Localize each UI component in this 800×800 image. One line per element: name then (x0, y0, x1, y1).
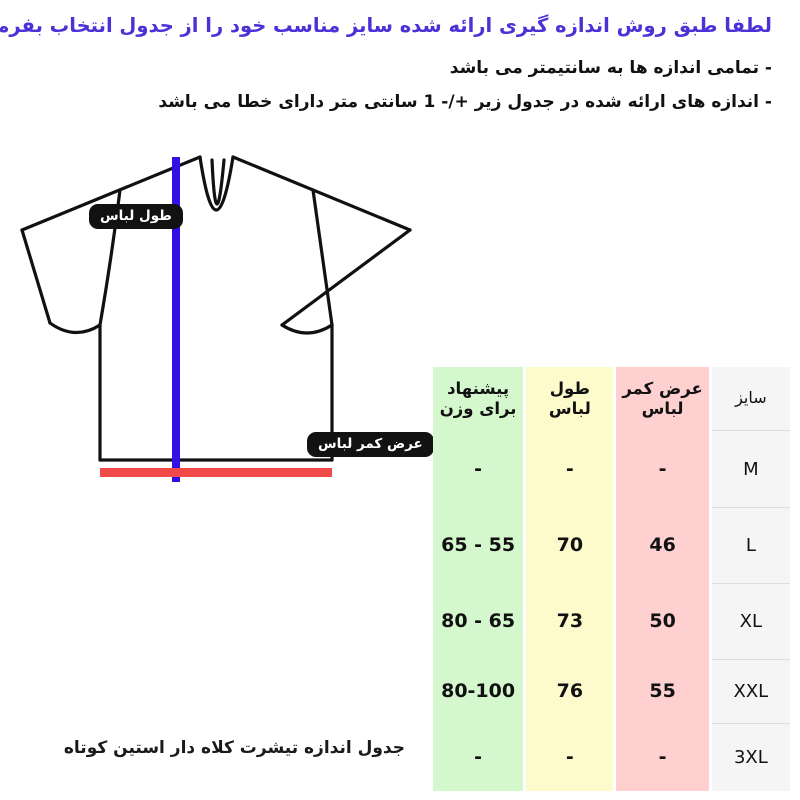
left-sleeve-hem (48, 321, 102, 335)
table-cell-size-m: M (711, 430, 790, 507)
chart-caption: جدول اندازه تیشرت کلاه دار استین کوتاه (63, 738, 405, 758)
neckline-outer (198, 155, 235, 212)
table-cell-waist-xl: 50 (616, 583, 709, 659)
column-length: طول لباس - 70 73 76 - (526, 367, 614, 791)
table-cell-size-xxl: XXL (711, 659, 790, 723)
table-cell-length-xxl: 76 (526, 659, 614, 723)
header-size: سایز (711, 367, 790, 430)
table-cell-waist-l: 46 (616, 507, 709, 583)
column-size: سایز M L XL XXL 3XL (711, 367, 790, 791)
instruction-line-1: لطفا طبق روش اندازه گیری ارائه شده سایز … (0, 14, 772, 37)
header-weight: پیشنهاد برای وزن (433, 367, 524, 430)
right-armhole (311, 188, 334, 327)
neckline-inner (210, 158, 226, 206)
waist-callout-label: عرض کمر لباس (307, 432, 434, 458)
left-shoulder-line (20, 155, 202, 232)
table-cell-weight-xl: 65 - 80 (433, 583, 524, 659)
table-cell-weight-3xl: - (433, 723, 524, 791)
size-table: پیشنهاد برای وزن - 55 - 65 65 - 80 80-10… (433, 367, 790, 791)
header-waist: عرض کمر لباس (616, 367, 709, 430)
right-shoulder-line (231, 155, 412, 232)
table-cell-waist-xxl: 55 (616, 659, 709, 723)
left-sleeve-outer (20, 228, 52, 325)
column-weight: پیشنهاد برای وزن - 55 - 65 65 - 80 80-10… (433, 367, 524, 791)
waist-measure-line (100, 468, 332, 477)
table-cell-size-3xl: 3XL (711, 723, 790, 791)
table-cell-weight-xxl: 80-100 (433, 659, 524, 723)
header-length: طول لباس (526, 367, 614, 430)
table-cell-length-3xl: - (526, 723, 614, 791)
table-cell-length-m: - (526, 430, 614, 507)
table-cell-size-l: L (711, 507, 790, 583)
length-callout-label: طول لباس (89, 204, 183, 230)
table-cell-length-xl: 73 (526, 583, 614, 659)
instruction-line-2: - تمامی اندازه ها به سانتیمتر می باشد (449, 58, 772, 78)
table-cell-weight-l: 55 - 65 (433, 507, 524, 583)
table-cell-waist-m: - (616, 430, 709, 507)
tshirt-diagram (0, 135, 430, 625)
right-sleeve-hem (280, 323, 334, 335)
instruction-line-3: - اندازه های ارائه شده در جدول زیر +/- 1… (158, 92, 772, 112)
right-sleeve-outer (280, 228, 412, 327)
column-waist: عرض کمر لباس - 46 50 55 - (616, 367, 709, 791)
table-cell-waist-3xl: - (616, 723, 709, 791)
table-cell-length-l: 70 (526, 507, 614, 583)
table-cell-size-xl: XL (711, 583, 790, 659)
length-measure-line (172, 157, 180, 482)
table-cell-weight-m: - (433, 430, 524, 507)
